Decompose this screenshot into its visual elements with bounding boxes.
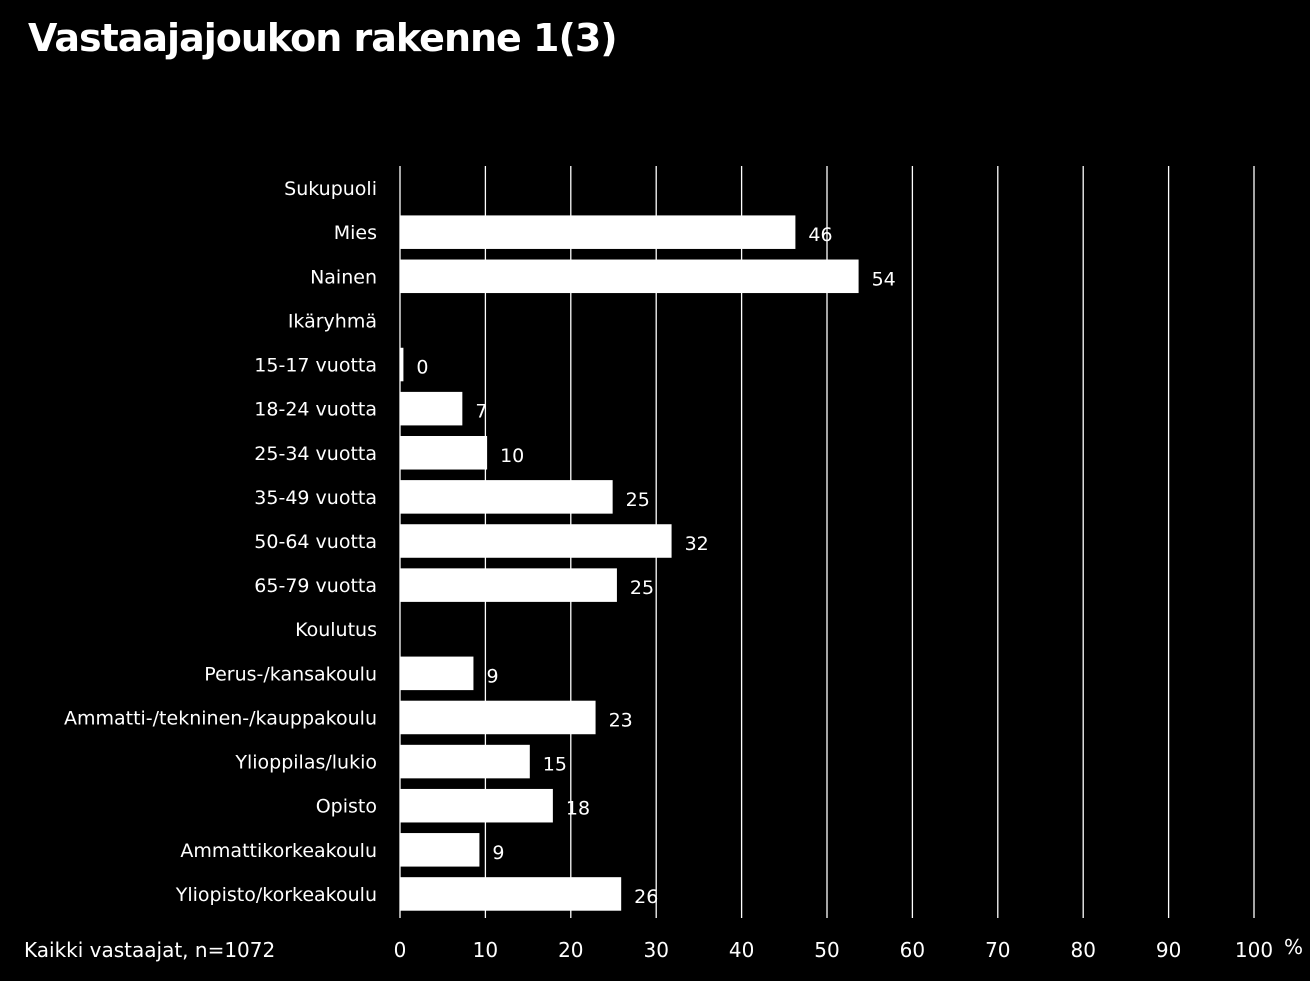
category-label: 65-79 vuotta bbox=[254, 575, 377, 597]
category-label: Sukupuoli bbox=[284, 178, 377, 200]
bar bbox=[400, 215, 796, 249]
category-label: Ikäryhmä bbox=[288, 310, 377, 332]
x-tick-label: 100 bbox=[1235, 938, 1273, 962]
value-label: 9 bbox=[486, 665, 498, 687]
value-label: 15 bbox=[543, 754, 567, 776]
chart-title: Vastaajajoukon rakenne 1(3) bbox=[28, 16, 618, 60]
bar bbox=[400, 744, 530, 779]
bar bbox=[400, 480, 613, 514]
bar bbox=[400, 259, 859, 294]
x-axis-ticks: 0 10 20 30 40 50 60 70 80 90 100 bbox=[394, 938, 1273, 962]
sample-size-note: Kaikki vastaajat, n=1072 bbox=[24, 938, 276, 962]
x-tick-label: 40 bbox=[729, 938, 754, 962]
x-tick-label: 50 bbox=[814, 938, 839, 962]
value-label: 10 bbox=[500, 445, 524, 467]
bar bbox=[400, 524, 672, 558]
x-tick-label: 90 bbox=[1156, 938, 1181, 962]
category-label: Ammatti-/tekninen-/kauppakoulu bbox=[64, 707, 377, 729]
x-tick-label: 80 bbox=[1070, 938, 1095, 962]
category-labels: Sukupuoli Mies Nainen Ikäryhmä 15-17 vuotta 1… bbox=[64, 178, 377, 906]
category-label: Perus-/kansakoulu bbox=[204, 663, 377, 685]
bar bbox=[400, 391, 463, 426]
value-label: 25 bbox=[626, 489, 650, 511]
bar bbox=[400, 347, 404, 382]
x-tick-label: 60 bbox=[900, 938, 925, 962]
value-label: 25 bbox=[630, 577, 654, 599]
bar bbox=[400, 436, 488, 470]
category-label: Nainen bbox=[310, 266, 377, 288]
value-label: 32 bbox=[685, 533, 709, 555]
category-label: 25-34 vuotta bbox=[254, 443, 377, 465]
category-label: Ammattikorkeakoulu bbox=[180, 840, 377, 862]
bar bbox=[400, 700, 596, 735]
bar bbox=[400, 788, 553, 823]
x-axis-unit-label: % bbox=[1284, 935, 1304, 959]
category-label: 50-64 vuotta bbox=[254, 531, 377, 553]
x-tick-label: 0 bbox=[394, 938, 407, 962]
x-tick-label: 30 bbox=[643, 938, 668, 962]
category-label: 15-17 vuotta bbox=[254, 355, 377, 377]
category-label: 35-49 vuotta bbox=[254, 487, 377, 509]
category-label: 18-24 vuotta bbox=[254, 399, 377, 421]
value-label: 54 bbox=[872, 268, 896, 290]
value-label: 9 bbox=[492, 842, 504, 864]
bar bbox=[400, 877, 622, 911]
value-label: 23 bbox=[609, 709, 633, 731]
bar bbox=[400, 833, 480, 867]
category-label: Opisto bbox=[316, 796, 377, 818]
category-label: Ylioppilas/lukio bbox=[234, 752, 377, 774]
value-labels: 46 54 0 7 10 25 32 25 9 23 15 18 9 26 bbox=[416, 224, 895, 908]
value-label: 18 bbox=[566, 798, 590, 820]
bar bbox=[400, 568, 617, 602]
value-label: 26 bbox=[634, 886, 658, 908]
category-label: Koulutus bbox=[295, 619, 377, 641]
category-label: Mies bbox=[334, 222, 377, 244]
value-label: 0 bbox=[416, 357, 428, 379]
bar bbox=[400, 656, 474, 691]
x-tick-label: 10 bbox=[473, 938, 498, 962]
x-tick-label: 70 bbox=[985, 938, 1010, 962]
value-label: 7 bbox=[475, 401, 487, 423]
value-label: 46 bbox=[808, 224, 832, 246]
category-label: Yliopisto/korkeakoulu bbox=[175, 884, 377, 906]
x-tick-label: 20 bbox=[558, 938, 583, 962]
bars bbox=[400, 215, 859, 911]
